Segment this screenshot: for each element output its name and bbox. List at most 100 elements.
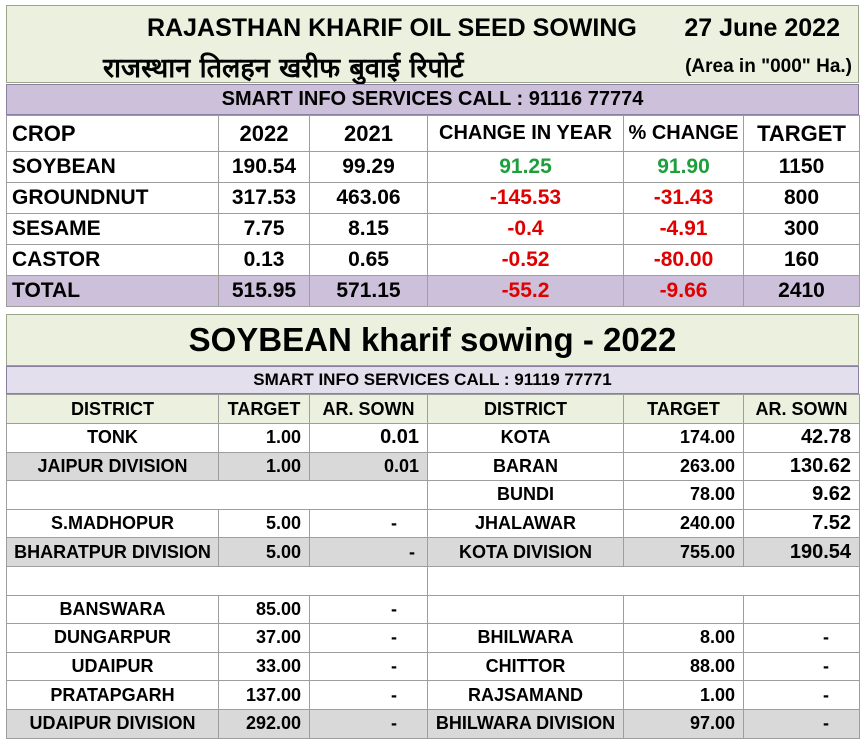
value-2022: 190.54 — [218, 151, 310, 183]
table-row: UDAIPUR 33.00 - CHITTOR 88.00 - — [6, 651, 860, 682]
blank-cell — [623, 594, 744, 625]
col-header-district: DISTRICT — [6, 394, 219, 424]
value-2021: 0.65 — [309, 244, 428, 276]
district-name: TONK — [6, 423, 219, 453]
blank-cell — [6, 480, 428, 510]
table-row: DUNGARPUR 37.00 - BHILWARA 8.00 - — [6, 623, 860, 653]
pct-change-value: 91.90 — [623, 151, 744, 183]
table-row: JAIPUR DIVISION 1.00 0.01 BARAN 263.00 1… — [6, 451, 860, 482]
change-value: -0.4 — [427, 213, 624, 245]
value-2021: 8.15 — [309, 213, 428, 245]
district-ar-sown: 7.52 — [743, 508, 860, 539]
district-ar-sown: 42.78 — [743, 423, 860, 453]
district-sowing-table: DISTRICT TARGET AR. SOWN DISTRICT TARGET… — [6, 394, 860, 739]
division-target: 292.00 — [218, 708, 310, 739]
crop-name: CASTOR — [6, 244, 219, 276]
district-ar-sown: - — [309, 594, 428, 625]
district-name: BANSWARA — [6, 594, 219, 625]
district-ar-sown: - — [743, 680, 860, 710]
district-target: 1.00 — [218, 423, 310, 453]
change-value: -0.52 — [427, 244, 624, 276]
district-name: JHALAWAR — [427, 508, 624, 539]
district-ar-sown: - — [743, 623, 860, 653]
total-pct-change: -9.66 — [623, 275, 744, 307]
district-name: BUNDI — [427, 480, 624, 510]
target-value: 160 — [743, 244, 860, 276]
report-title-hindi: राजस्थान तिलहन खरीफ बुवाई रिपोर्ट — [103, 53, 464, 84]
pct-change-value: -31.43 — [623, 182, 744, 214]
total-label: TOTAL — [6, 275, 219, 307]
district-target: 240.00 — [623, 508, 744, 539]
district-ar-sown: - — [309, 508, 428, 539]
district-target: 263.00 — [623, 451, 744, 482]
blank-cell — [427, 565, 860, 596]
table-row: SOYBEAN 190.54 99.29 91.25 91.90 1150 — [6, 151, 860, 183]
district-ar-sown: - — [309, 651, 428, 682]
table-row: TONK 1.00 0.01 KOTA 174.00 42.78 — [6, 423, 860, 453]
col-header-crop: CROP — [6, 115, 219, 152]
value-2022: 7.75 — [218, 213, 310, 245]
value-2022: 317.53 — [218, 182, 310, 214]
division-name: BHARATPUR DIVISION — [6, 537, 219, 567]
district-target: 85.00 — [218, 594, 310, 625]
division-target: 5.00 — [218, 537, 310, 567]
total-target: 2410 — [743, 275, 860, 307]
district-target: 5.00 — [218, 508, 310, 539]
district-ar-sown: - — [309, 680, 428, 710]
crop-summary-table: CROP 2022 2021 CHANGE IN YEAR % CHANGE T… — [6, 115, 860, 307]
district-target: 88.00 — [623, 651, 744, 682]
district-name: RAJSAMAND — [427, 680, 624, 710]
change-value: 91.25 — [427, 151, 624, 183]
division-ar-sown: 190.54 — [743, 537, 860, 567]
table-row: BHARATPUR DIVISION 5.00 - KOTA DIVISION … — [6, 537, 860, 567]
pct-change-value: -80.00 — [623, 244, 744, 276]
table-row: GROUNDNUT 317.53 463.06 -145.53 -31.43 8… — [6, 182, 860, 214]
total-change: -55.2 — [427, 275, 624, 307]
col-header-2022: 2022 — [218, 115, 310, 152]
division-name: BHILWARA DIVISION — [427, 708, 624, 739]
value-2021: 463.06 — [309, 182, 428, 214]
district-target: 78.00 — [623, 480, 744, 510]
table-row — [6, 565, 860, 596]
division-name: KOTA DIVISION — [427, 537, 624, 567]
pct-change-value: -4.91 — [623, 213, 744, 245]
crop-name: SOYBEAN — [6, 151, 219, 183]
value-2022: 0.13 — [218, 244, 310, 276]
contact-info-bar-2: SMART INFO SERVICES CALL : 91119 77771 — [6, 366, 859, 394]
district-ar-sown: 9.62 — [743, 480, 860, 510]
report-date: 27 June 2022 — [684, 14, 840, 42]
col-header-target-right: TARGET — [623, 394, 744, 424]
table-row: BANSWARA 85.00 - — [6, 594, 860, 625]
district-ar-sown: - — [309, 623, 428, 653]
col-header-ar-sown: AR. SOWN — [309, 394, 428, 424]
area-unit-note: (Area in "000" Ha.) — [685, 56, 852, 77]
division-target: 1.00 — [218, 451, 310, 482]
blank-cell — [6, 565, 428, 596]
table-row: CASTOR 0.13 0.65 -0.52 -80.00 160 — [6, 244, 860, 276]
soybean-section-title: SOYBEAN kharif sowing - 2022 — [6, 314, 859, 366]
blank-cell — [427, 594, 624, 625]
change-value: -145.53 — [427, 182, 624, 214]
district-ar-sown: 130.62 — [743, 451, 860, 482]
district-name: UDAIPUR — [6, 651, 219, 682]
table-row: S.MADHOPUR 5.00 - JHALAWAR 240.00 7.52 — [6, 508, 860, 539]
district-target: 137.00 — [218, 680, 310, 710]
contact-info-bar: SMART INFO SERVICES CALL : 91116 77774 — [6, 84, 859, 115]
district-target: 1.00 — [623, 680, 744, 710]
district-target: 174.00 — [623, 423, 744, 453]
district-name: KOTA — [427, 423, 624, 453]
summary-header-row: CROP 2022 2021 CHANGE IN YEAR % CHANGE T… — [6, 115, 860, 152]
district-name: DUNGARPUR — [6, 623, 219, 653]
total-2021: 571.15 — [309, 275, 428, 307]
blank-cell — [743, 594, 860, 625]
division-target: 97.00 — [623, 708, 744, 739]
district-name: S.MADHOPUR — [6, 508, 219, 539]
division-name: UDAIPUR DIVISION — [6, 708, 219, 739]
col-header-ar-sown-right: AR. SOWN — [743, 394, 860, 424]
table-row: SESAME 7.75 8.15 -0.4 -4.91 300 — [6, 213, 860, 245]
total-2022: 515.95 — [218, 275, 310, 307]
value-2021: 99.29 — [309, 151, 428, 183]
division-target: 755.00 — [623, 537, 744, 567]
division-ar-sown: 0.01 — [309, 451, 428, 482]
